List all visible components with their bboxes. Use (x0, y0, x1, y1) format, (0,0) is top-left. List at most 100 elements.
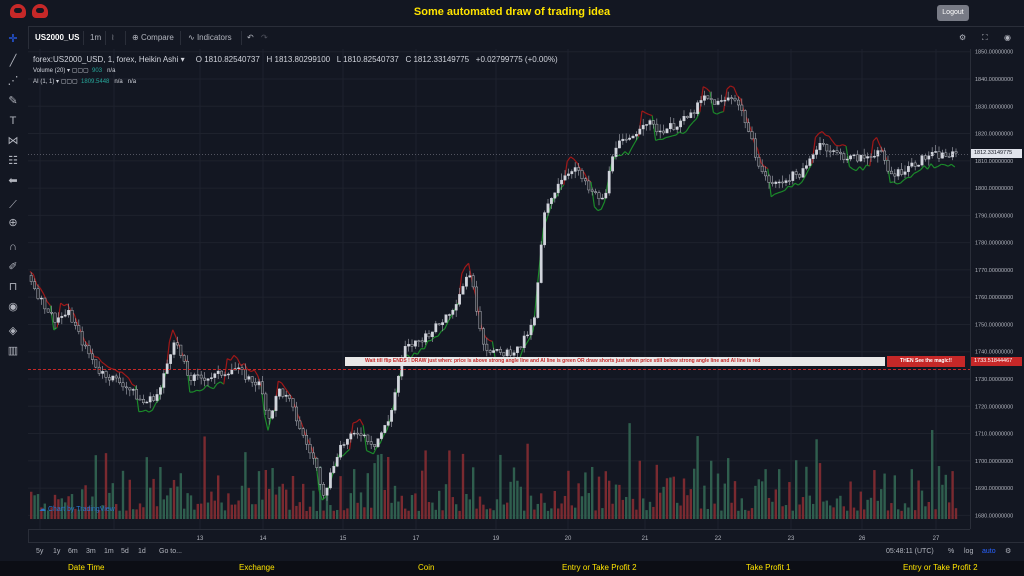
range-5y[interactable]: 5y (36, 548, 44, 555)
ruler-icon[interactable]: ⟋ (9, 199, 17, 211)
volume-bar (669, 477, 672, 519)
volume-bar (53, 494, 57, 519)
candle-body (845, 158, 849, 161)
back-arrow-icon[interactable]: ⬅ (8, 175, 18, 187)
ai-indicator-line (570, 156, 575, 160)
undo-icon[interactable]: ↶ (247, 33, 254, 42)
layers-icon[interactable]: ◈ (8, 325, 18, 337)
text-tool-icon[interactable]: T (9, 115, 17, 127)
range-1d[interactable]: 1d (138, 548, 146, 555)
range-3m[interactable]: 3m (86, 548, 96, 555)
fib-tool-icon[interactable]: ⋰ (7, 75, 19, 87)
volume-bar (169, 487, 172, 519)
volume-bar (635, 509, 638, 519)
crosshair-icon[interactable]: ✛ (8, 33, 18, 45)
candle-body (828, 150, 832, 153)
candle-body (257, 381, 261, 386)
tradingview-watermark[interactable]: ☁ Chart by TradingView (39, 505, 115, 513)
magnet-icon[interactable]: ∩ (9, 241, 17, 253)
utc-clock[interactable]: 05:48:11 (UTC) (886, 548, 934, 555)
chart-area[interactable] (28, 49, 970, 529)
volume-bar (407, 510, 410, 519)
compare-button[interactable]: ⊕ Compare (132, 27, 174, 49)
price-tick-label: 1750.00000000 (975, 322, 1013, 328)
percent-scale-toggle[interactable]: % (948, 548, 955, 555)
candle-body (665, 128, 669, 134)
candle-body (441, 322, 444, 326)
candle-body (478, 311, 482, 329)
pattern-tool-icon[interactable]: ⋈ (7, 135, 19, 147)
auto-scale-toggle[interactable]: auto (982, 548, 996, 555)
volume-bar (920, 490, 924, 519)
range-1y[interactable]: 1y (53, 548, 61, 555)
volume-bar (84, 485, 87, 519)
price-chart[interactable] (28, 49, 970, 529)
trash-icon[interactable]: ▥ (7, 345, 19, 357)
volume-bar (812, 503, 815, 519)
candle-body (339, 444, 342, 458)
interval-button[interactable]: 1m (90, 33, 102, 42)
symbol-search-button[interactable]: US2000_US (35, 33, 80, 42)
candle-body (461, 286, 465, 295)
candle-body (876, 150, 880, 157)
ai-indicator-line (685, 125, 691, 132)
zoom-in-icon[interactable]: ⊕ (8, 217, 18, 229)
candle-body (393, 392, 397, 411)
footer-entry-tp2-b[interactable]: Entry or Take Profit 2 (903, 563, 978, 572)
camera-snapshot-icon[interactable]: ◉ (1004, 33, 1011, 42)
indicators-button[interactable]: ∿ Indicators (188, 27, 232, 49)
volume-bar (478, 496, 482, 519)
candle-body (424, 333, 427, 343)
redo-icon[interactable]: ↷ (261, 33, 268, 42)
ai-legend-label[interactable]: AI (1, 1) (33, 79, 55, 85)
candle-style-icon[interactable]: ⧘ (112, 33, 114, 42)
trend-line-icon[interactable]: ╱ (9, 55, 17, 67)
volume-bar (608, 480, 611, 519)
prediction-tool-icon[interactable]: ☷ (8, 155, 18, 167)
candle-body (444, 314, 448, 323)
ai-indicator-line (872, 137, 878, 142)
stay-drawing-icon[interactable]: ✐ (8, 261, 18, 273)
volume-bar (903, 503, 907, 519)
volume-bar (346, 508, 349, 519)
candle-body (322, 484, 325, 496)
volume-bar (611, 503, 614, 519)
brush-icon[interactable]: ✎ (8, 95, 18, 107)
footer-entry-tp2-a[interactable]: Entry or Take Profit 2 (562, 563, 637, 572)
candle-body (101, 371, 105, 374)
legend-title[interactable]: forex:US2000_USD, 1, forex, Heikin Ashi (33, 55, 179, 64)
footer-exchange[interactable]: Exchange (239, 563, 275, 572)
logout-button[interactable]: Logout (937, 5, 969, 21)
scale-settings-gear-icon[interactable]: ⚙ (1005, 548, 1012, 555)
lock-icon[interactable]: ⊓ (8, 281, 18, 293)
ai-indicator-line (318, 490, 323, 501)
volume-bar (444, 484, 448, 519)
volume-bar (421, 470, 424, 519)
range-6m[interactable]: 6m (68, 548, 78, 555)
log-scale-toggle[interactable]: log (964, 548, 974, 555)
volume-legend-label[interactable]: Volume (20) (33, 68, 66, 74)
footer-date-time[interactable]: Date Time (68, 563, 105, 572)
fullscreen-icon[interactable]: ⛶ (982, 33, 988, 42)
eye-icon[interactable]: ◉ (8, 301, 18, 313)
range-1m[interactable]: 1m (104, 548, 114, 555)
candle-body (801, 168, 805, 178)
price-axis[interactable]: 1850.00000000 1840.00000000 1830.00000000 1… (970, 49, 1024, 529)
volume-bar (591, 466, 594, 519)
footer-take-profit-1[interactable]: Take Profit 1 (746, 563, 791, 572)
volume-bar (230, 504, 233, 519)
ai-indicator-line (801, 176, 806, 183)
candle-body (213, 373, 217, 378)
volume-bar (257, 471, 261, 519)
range-5d[interactable]: 5d (121, 548, 129, 555)
candle-body (917, 164, 921, 167)
settings-gear-icon[interactable]: ⚙ (959, 33, 967, 42)
volume-bar (383, 489, 386, 519)
time-axis[interactable]: 13 14 15 17 19 20 21 22 23 26 27 (28, 529, 970, 542)
ai-indicator-line (36, 284, 41, 289)
candle-body (431, 331, 434, 338)
footer-coin[interactable]: Coin (418, 563, 435, 572)
volume-bar (234, 504, 237, 519)
volume-bar (798, 504, 801, 519)
go-to-date-button[interactable]: Go to... (159, 548, 182, 555)
